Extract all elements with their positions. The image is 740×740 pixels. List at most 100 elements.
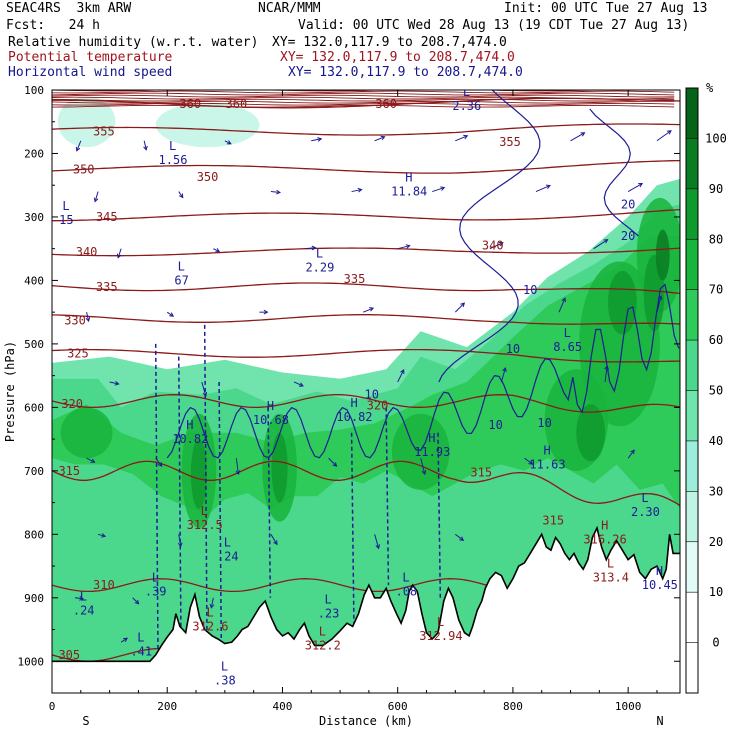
wind-arrow [75, 140, 82, 152]
wind-arrow-head [460, 302, 466, 308]
theta-label: 345 [96, 210, 118, 224]
wind-arrow [270, 534, 278, 546]
wind-arrow [270, 189, 281, 195]
x-tick-label: 0 [49, 700, 56, 713]
colorbar-tick-label: 40 [709, 434, 723, 448]
theta-extremum-letter: H [601, 518, 608, 532]
wind-streak-3 [218, 381, 223, 655]
theta-extremum-value: 312.5 [187, 518, 223, 532]
theta-isentrope-355 [52, 123, 680, 136]
theta-extremum-value: 313.4 [593, 570, 629, 584]
colorbar-swatch [686, 289, 698, 341]
wind-arrow-head [604, 364, 610, 370]
wind-arrow [328, 457, 338, 467]
wind-arrow-shaft [627, 183, 643, 192]
wind-arrow-shaft [270, 191, 280, 194]
wind-arrow-shaft [132, 597, 140, 605]
field-theta-xy: XY= 132.0,117.9 to 208.7,474.0 [280, 50, 515, 65]
y-axis-label: Pressure (hPa) [3, 341, 17, 442]
colorbar-tick-label: 30 [709, 484, 723, 498]
wind-arrow-shaft [143, 140, 147, 150]
wind-arrow-shaft [213, 248, 220, 253]
wind-extremum-letter: H [428, 431, 435, 445]
wind-arrow-shaft [109, 381, 119, 385]
wind-arrow-head [177, 542, 183, 548]
wind-arrow-head [317, 137, 323, 142]
wind-arrow-head [405, 244, 411, 249]
wind-arrow-shaft [86, 312, 90, 322]
wind-arrow [178, 191, 184, 199]
wind-arrow-head [209, 603, 215, 609]
theta-label: 305 [58, 648, 80, 662]
wind-streak-5 [350, 432, 355, 624]
plot-frame [51, 89, 681, 694]
wind-extremum-value: 67 [174, 273, 188, 287]
terrain-outline [52, 525, 680, 663]
wind-extremum-value: 2.29 [305, 261, 334, 275]
wind-arrow [420, 458, 427, 476]
wind-arrow [293, 381, 304, 387]
end-label-north: N [656, 714, 663, 728]
wind-extremum-letter: L [224, 536, 231, 550]
wind-arrow-head [298, 382, 304, 387]
header-valid: Valid: 00 UTC Wed 28 Aug 13 (19 CDT Tue … [298, 18, 690, 33]
y-tick-label: 700 [24, 465, 44, 478]
wind-extremum-value: 10.45 [642, 578, 678, 592]
theta-label: 325 [67, 346, 89, 360]
wind-extremum-letter: L [80, 589, 87, 603]
y-tick-label: 1000 [18, 655, 45, 668]
wind-arrow-head [502, 366, 507, 372]
wind-arrow [397, 244, 411, 250]
wind-extremum-value: .23 [318, 607, 340, 621]
y-tick-label: 900 [24, 592, 44, 605]
wind-arrow-shaft [656, 130, 672, 142]
wind-arrow-shaft [86, 457, 95, 463]
colorbar-tick-label: 10 [709, 585, 723, 599]
wind-arrow-head [630, 449, 635, 455]
wind-arrow-shaft [362, 307, 374, 313]
wind-arrow [166, 311, 175, 317]
theta-isentrope-335 [52, 282, 680, 295]
wind-arrow [455, 134, 469, 142]
wind-arrow-shaft [224, 140, 232, 145]
theta-label: 315 [58, 464, 80, 478]
wind-arrow-shaft [328, 457, 337, 467]
wind-arrow-head [440, 186, 446, 191]
wind-arrow [132, 597, 140, 605]
wind-extremum-letter: H [350, 396, 357, 410]
rh-core-12 [655, 229, 670, 281]
wind-arrow-shaft [420, 458, 426, 475]
header-center: NCAR/MMM [258, 1, 321, 16]
field-rh-xy: XY= 132.0,117.9 to 208.7,474.0 [272, 35, 507, 50]
theta-label: 310 [93, 578, 115, 592]
wind-arrow-head [101, 533, 107, 538]
colorbar-swatch [686, 491, 698, 542]
wind-arrow-shaft [593, 239, 608, 250]
theta-label: 360 [226, 97, 248, 111]
rh-core-8 [271, 432, 288, 503]
wind-arrow-head [263, 309, 269, 315]
wind-arrow-head [528, 460, 534, 465]
theta-label: 340 [482, 239, 504, 253]
wind-arrow-shaft [311, 138, 322, 142]
wind-arrow-shaft [489, 242, 504, 250]
theta-label: 360 [179, 97, 201, 111]
wind-arrow [93, 191, 99, 203]
theta-label: 315 [542, 513, 564, 527]
theta-label: 340 [76, 245, 98, 259]
wind-extremum-value: 8.65 [553, 340, 582, 354]
wind-arrow-head [657, 295, 663, 301]
theta-isentrope-330 [52, 314, 680, 325]
wind-arrow-head [369, 307, 375, 312]
wind-arrow-head [375, 544, 381, 550]
wind-arrow-head [603, 239, 609, 244]
theta-isentrope-345 [52, 208, 680, 222]
colorbar-tick-label: 60 [709, 333, 723, 347]
colorbar-tick-label: 0 [712, 636, 719, 650]
theta-upper-line [52, 90, 675, 94]
theta-label: 350 [197, 170, 219, 184]
theta-extremum-letter: L [201, 504, 208, 518]
theta-isentrope-350 [52, 159, 680, 174]
theta-extremum-letter: L [437, 615, 444, 629]
